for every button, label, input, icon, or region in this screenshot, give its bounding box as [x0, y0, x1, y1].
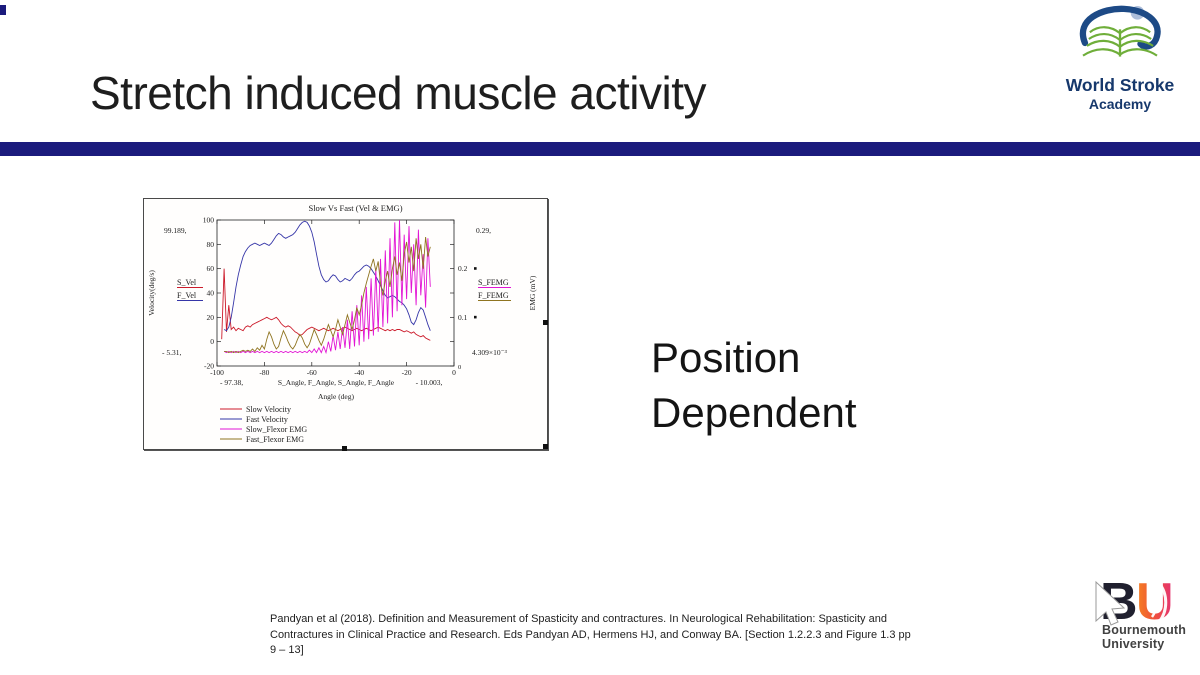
svg-text:S_Angle, F_Angle, S_Angle, F_A: S_Angle, F_Angle, S_Angle, F_Angle	[278, 378, 395, 387]
figure-handle-bottom[interactable]	[342, 446, 347, 451]
svg-text:-40: -40	[354, 368, 364, 377]
series-fast-flexor-emg	[224, 236, 431, 354]
svg-text:Slow Vs Fast (Vel & EMG): Slow Vs Fast (Vel & EMG)	[308, 203, 402, 213]
svg-text:-100: -100	[210, 368, 224, 377]
wsa-logo-text-line1: World Stroke	[1065, 75, 1175, 95]
bu-logo-text-line1: Bournemouth	[1102, 623, 1187, 637]
svg-text:0.29,: 0.29,	[476, 226, 491, 235]
wsa-logo-text-line2: Academy	[1088, 96, 1152, 112]
mouse-cursor	[1095, 580, 1126, 626]
svg-text:Angle (deg): Angle (deg)	[318, 392, 355, 401]
body-text: Position Dependent	[651, 330, 857, 440]
svg-text:100: 100	[203, 216, 215, 225]
svg-text:EMG (mV): EMG (mV)	[528, 275, 537, 310]
svg-text:Slow_Flexor EMG: Slow_Flexor EMG	[246, 425, 307, 434]
svg-text:F_FEMG: F_FEMG	[478, 291, 509, 300]
citation-line1: Pandyan et al (2018). Definition and Mea…	[270, 613, 887, 625]
svg-text:S_FEMG: S_FEMG	[478, 278, 509, 287]
title-divider-bar	[0, 142, 1200, 156]
svg-text:-20: -20	[402, 368, 412, 377]
svg-text:-80: -80	[259, 368, 269, 377]
svg-text:60: 60	[207, 264, 215, 273]
chart-svg: -100 -80 -60 -40 -20 0 100 80 60 40 20 0 -20 0.2 0.1 0 S…	[147, 203, 537, 444]
series-fast-velocity	[223, 220, 431, 332]
click-ripple-inner	[1150, 588, 1158, 618]
click-ripple-outer	[1157, 582, 1168, 623]
slide-title: Stretch induced muscle activity	[90, 67, 707, 119]
edge-artifact	[0, 5, 6, 15]
wsa-book-swoosh-icon	[1079, 5, 1161, 57]
chart-figure: -100 -80 -60 -40 -20 0 100 80 60 40 20 0 -20 0.2 0.1 0 S…	[143, 198, 548, 450]
svg-text:-60: -60	[307, 368, 317, 377]
citation-line2: Contractures in Clinical Practice and Re…	[270, 628, 911, 641]
svg-text:F_Vel: F_Vel	[177, 291, 197, 300]
svg-text:-20: -20	[204, 362, 214, 371]
citation-line3: 9 – 13]	[270, 644, 304, 656]
svg-text:- 5.31,: - 5.31,	[162, 348, 181, 357]
svg-text:99.189,: 99.189,	[164, 226, 187, 235]
svg-text:Fast Velocity: Fast Velocity	[246, 415, 288, 424]
body-text-line2: Dependent	[651, 389, 857, 436]
figure-handle-corner[interactable]	[543, 444, 548, 449]
svg-text:Velocity(deg/s): Velocity(deg/s)	[147, 270, 156, 316]
svg-text:Fast_Flexor EMG: Fast_Flexor EMG	[246, 435, 304, 444]
citation: Pandyan et al (2018). Definition and Mea…	[270, 612, 950, 659]
svg-text:40: 40	[207, 289, 215, 298]
svg-text:- 10.003,: - 10.003,	[416, 378, 443, 387]
world-stroke-academy-logo: World Stroke Academy	[1054, 4, 1186, 112]
svg-text:4.309×10⁻³: 4.309×10⁻³	[472, 348, 508, 357]
series-slow-velocity	[221, 268, 431, 341]
svg-text:20: 20	[207, 313, 215, 322]
svg-text:Slow Velocity: Slow Velocity	[246, 405, 291, 414]
svg-text:0: 0	[458, 364, 461, 371]
svg-text:0.1: 0.1	[458, 313, 468, 322]
svg-text:S_Vel: S_Vel	[177, 278, 197, 287]
body-text-line1: Position	[651, 334, 801, 381]
svg-text:U: U	[1136, 574, 1174, 626]
svg-text:0.2: 0.2	[458, 264, 468, 273]
series-slow-flexor-emg	[223, 219, 431, 355]
svg-text:- 97.38,: - 97.38,	[220, 378, 243, 387]
figure-handle-right[interactable]	[543, 320, 548, 325]
svg-text:0: 0	[210, 337, 214, 346]
bu-logo-text-line2: University	[1102, 636, 1165, 651]
svg-text:80: 80	[207, 240, 215, 249]
svg-text:0: 0	[452, 368, 456, 377]
